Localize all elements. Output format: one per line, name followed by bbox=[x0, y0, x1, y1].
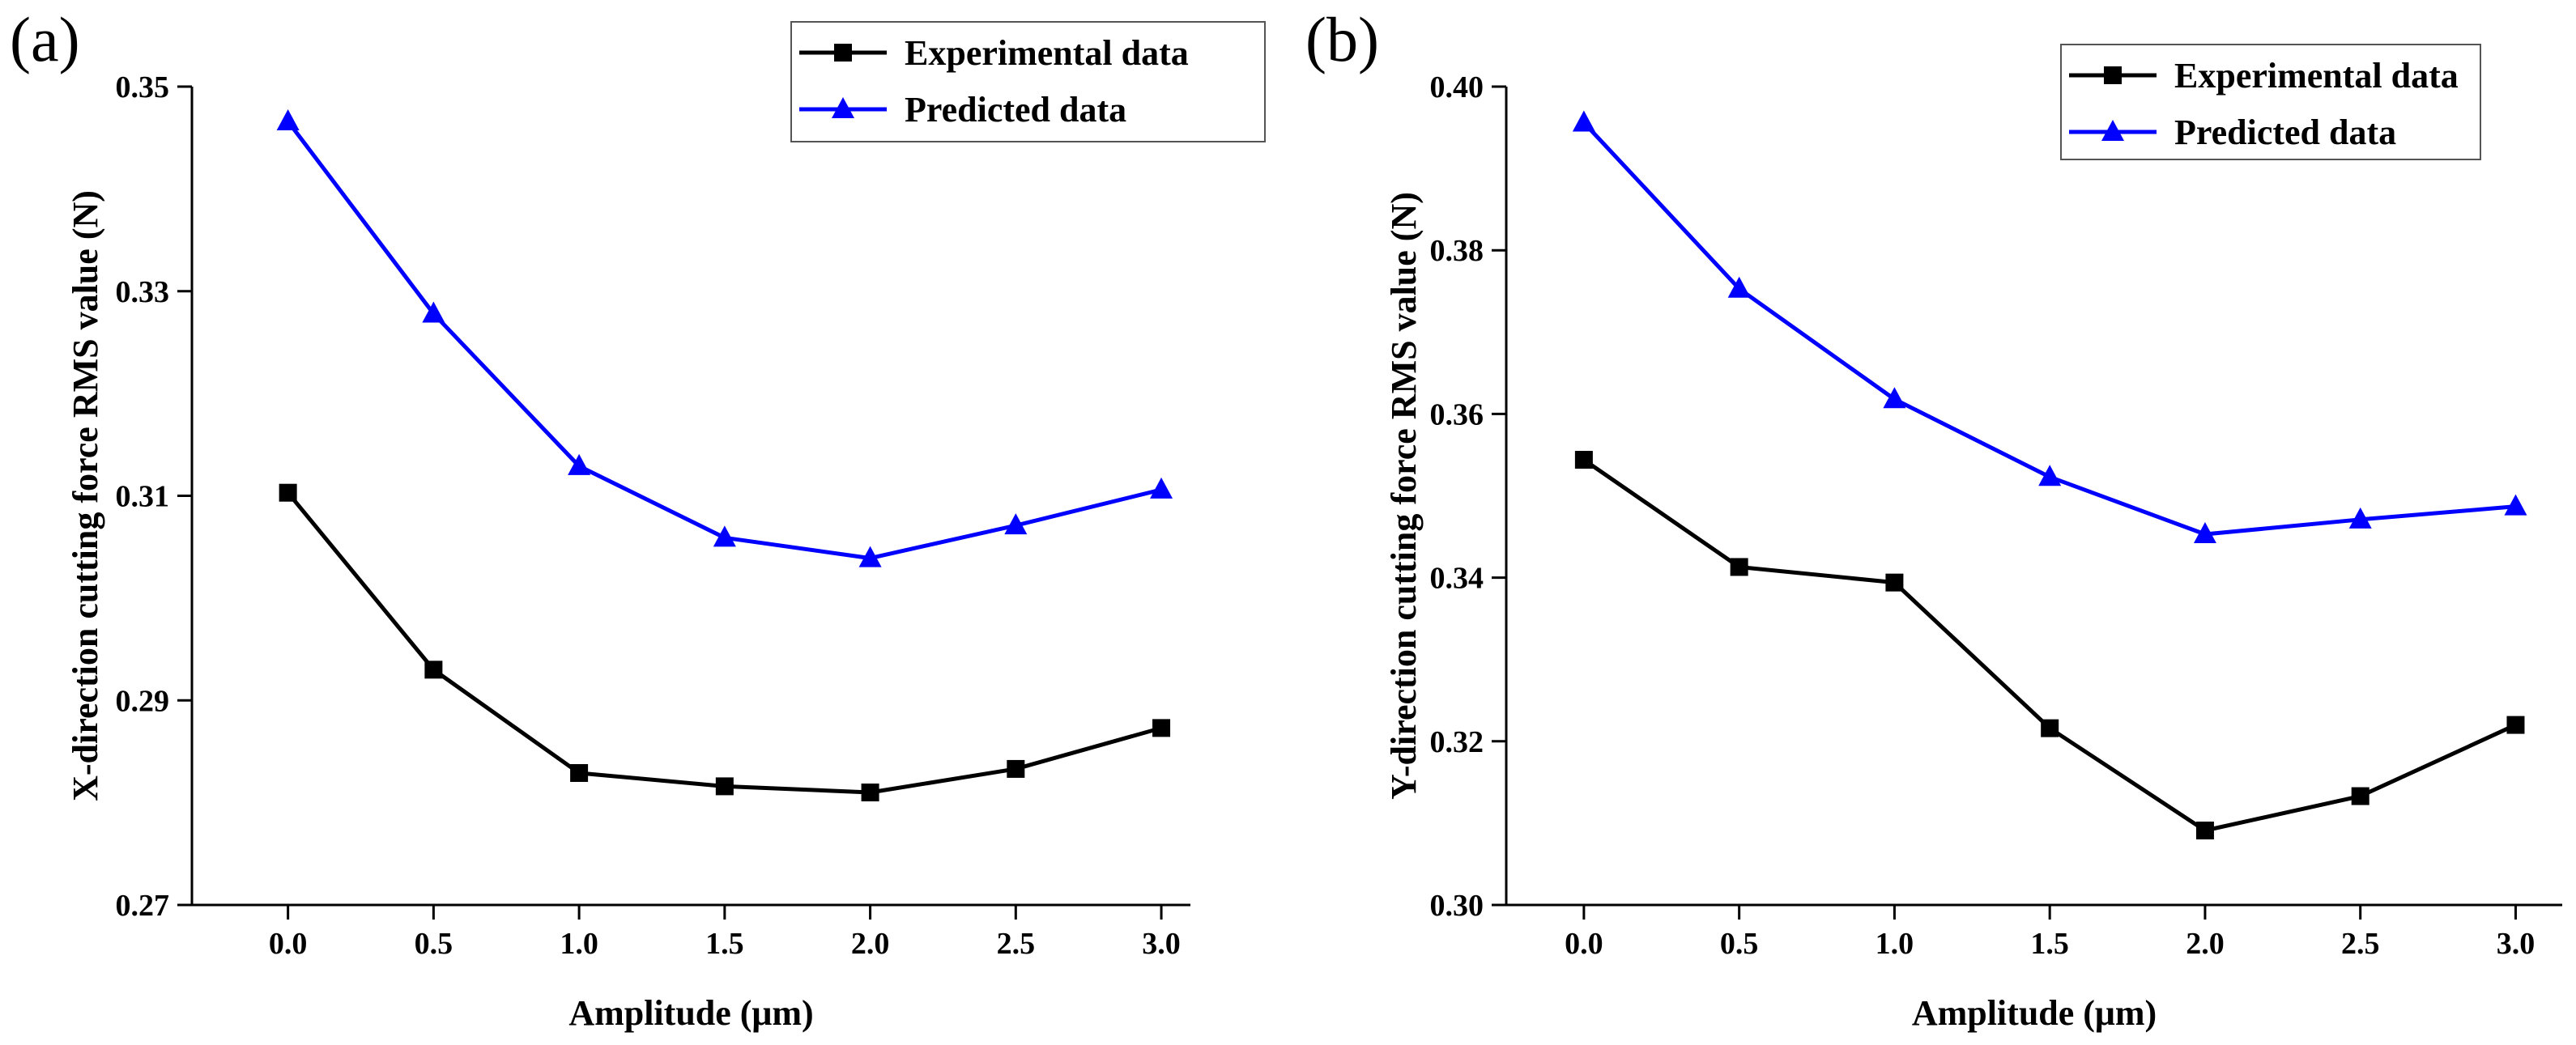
data-point-triangle bbox=[2038, 465, 2062, 486]
data-point-triangle bbox=[1572, 110, 1595, 132]
x-tick-label: 0.5 bbox=[415, 927, 453, 961]
x-tick-label: 2.0 bbox=[2186, 927, 2225, 961]
x-tick-label: 2.5 bbox=[2341, 927, 2380, 961]
x-tick-label: 1.0 bbox=[560, 927, 598, 961]
x-tick-label: 1.0 bbox=[1876, 927, 1914, 961]
x-tick-label: 3.0 bbox=[2497, 927, 2536, 961]
series-experimental bbox=[279, 483, 1171, 801]
data-point-triangle bbox=[2193, 522, 2216, 544]
legend-label: Experimental data bbox=[2174, 56, 2459, 96]
legend-marker-square bbox=[834, 44, 852, 62]
chart-panel-a: (a) 0.27 0.29 0.31 0.33 0.35 0.0 0.5 1.0 1.5 2.0 2.… bbox=[10, 4, 1266, 1033]
chart-panel-b: (b) 0.30 0.32 0.34 0.36 0.38 0.40 0.0 0.5 1.0 1.5 2… bbox=[1305, 4, 2562, 1033]
x-tick-label: 2.5 bbox=[997, 927, 1036, 961]
legend-label: Experimental data bbox=[905, 33, 1189, 73]
y-tick-label: 0.27 bbox=[116, 889, 170, 923]
data-point-square bbox=[1730, 558, 1748, 576]
data-point-triangle bbox=[422, 301, 445, 323]
legend-label: Predicted data bbox=[2174, 113, 2396, 152]
data-point-triangle bbox=[713, 525, 736, 547]
legend: Experimental data Predicted data bbox=[2060, 44, 2481, 160]
x-tick-label: 2.0 bbox=[851, 927, 890, 961]
data-point-square bbox=[424, 661, 443, 679]
data-point-square bbox=[2506, 716, 2525, 734]
data-point-square bbox=[1152, 719, 1171, 737]
y-tick-label: 0.35 bbox=[116, 70, 170, 104]
series-predicted bbox=[1572, 110, 2527, 544]
legend-box bbox=[790, 21, 1266, 142]
data-point-square bbox=[1885, 573, 1904, 592]
y-tick-label: 0.32 bbox=[1430, 725, 1484, 759]
data-point-triangle bbox=[276, 108, 300, 130]
x-axis-title: Amplitude (μm) bbox=[568, 993, 813, 1033]
data-point-triangle bbox=[1883, 387, 1906, 409]
y-tick-label: 0.29 bbox=[116, 684, 170, 718]
data-point-square bbox=[279, 483, 297, 502]
data-point-triangle bbox=[1150, 477, 1173, 499]
legend-label: Predicted data bbox=[905, 90, 1126, 130]
series-predicted bbox=[276, 108, 1173, 567]
y-tick-label: 0.36 bbox=[1430, 397, 1484, 431]
x-axis-title: Amplitude (μm) bbox=[1912, 993, 2157, 1033]
data-point-triangle bbox=[2504, 494, 2527, 516]
x-tick-label: 0.0 bbox=[1565, 927, 1603, 961]
legend-box bbox=[2060, 44, 2481, 160]
x-tick-label: 1.5 bbox=[705, 927, 744, 961]
data-point-square bbox=[2041, 719, 2059, 737]
y-axis-title: X-direction cutting force RMS value (N) bbox=[66, 190, 105, 801]
x-tick-label: 3.0 bbox=[1142, 927, 1181, 961]
data-point-square bbox=[2351, 787, 2369, 805]
series-experimental bbox=[1574, 451, 2525, 839]
data-point-square bbox=[570, 763, 589, 782]
data-point-square bbox=[1007, 759, 1025, 778]
data-point-triangle bbox=[2348, 507, 2372, 529]
data-point-square bbox=[861, 783, 879, 801]
panel-label: (a) bbox=[10, 4, 80, 74]
legend-marker-square bbox=[2104, 66, 2122, 84]
y-tick-label: 0.34 bbox=[1430, 562, 1484, 596]
x-tick-label: 0.0 bbox=[269, 927, 308, 961]
data-point-triangle bbox=[1727, 276, 1751, 298]
x-tick-label: 1.5 bbox=[2030, 927, 2069, 961]
legend: Experimental data Predicted data bbox=[790, 21, 1266, 142]
y-tick-label: 0.30 bbox=[1430, 889, 1484, 923]
y-axis-title: Y-direction cutting force RMS value (N) bbox=[1384, 192, 1424, 800]
y-tick-label: 0.33 bbox=[116, 275, 170, 309]
y-tick-label: 0.31 bbox=[116, 480, 170, 514]
legend-marker-triangle bbox=[2101, 120, 2124, 141]
y-tick-label: 0.40 bbox=[1430, 70, 1484, 104]
panel-label: (b) bbox=[1305, 4, 1379, 74]
data-point-triangle bbox=[858, 546, 882, 567]
data-point-square bbox=[2195, 821, 2214, 839]
legend-marker-triangle bbox=[832, 97, 854, 118]
data-point-square bbox=[715, 777, 734, 796]
data-point-square bbox=[1574, 451, 1593, 469]
data-point-triangle bbox=[1004, 513, 1028, 535]
data-point-triangle bbox=[568, 453, 591, 475]
x-tick-label: 0.5 bbox=[1720, 927, 1759, 961]
y-tick-label: 0.38 bbox=[1430, 234, 1484, 268]
